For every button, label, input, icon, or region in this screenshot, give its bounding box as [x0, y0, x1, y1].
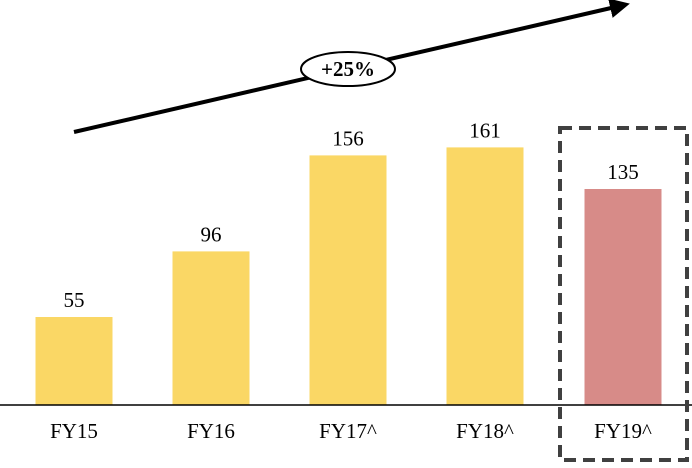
- category-label: FY19^: [594, 419, 652, 443]
- category-label: FY17^: [319, 419, 377, 443]
- category-labels-group: FY15 FY16 FY17^ FY18^ FY19^: [50, 419, 652, 443]
- category-label: FY18^: [456, 419, 514, 443]
- value-label: 156: [332, 126, 364, 150]
- bar-fy18: [446, 147, 524, 405]
- bar-fy15: [35, 317, 113, 405]
- bar-fy17: [309, 155, 387, 405]
- value-label: 55: [64, 288, 85, 312]
- category-label: FY15: [50, 419, 98, 443]
- value-label: 96: [201, 222, 222, 246]
- bar-fy19: [584, 189, 662, 405]
- category-label: FY16: [187, 419, 235, 443]
- value-label: 135: [607, 160, 639, 184]
- bar-fy16: [172, 251, 250, 405]
- value-label: 161: [469, 118, 501, 142]
- growth-badge: [300, 51, 396, 87]
- value-labels-group: 55 96 156 161 135: [64, 118, 639, 312]
- growth-label: +25%: [321, 57, 375, 81]
- bars-group: [35, 147, 662, 405]
- highlight-box: [558, 126, 689, 462]
